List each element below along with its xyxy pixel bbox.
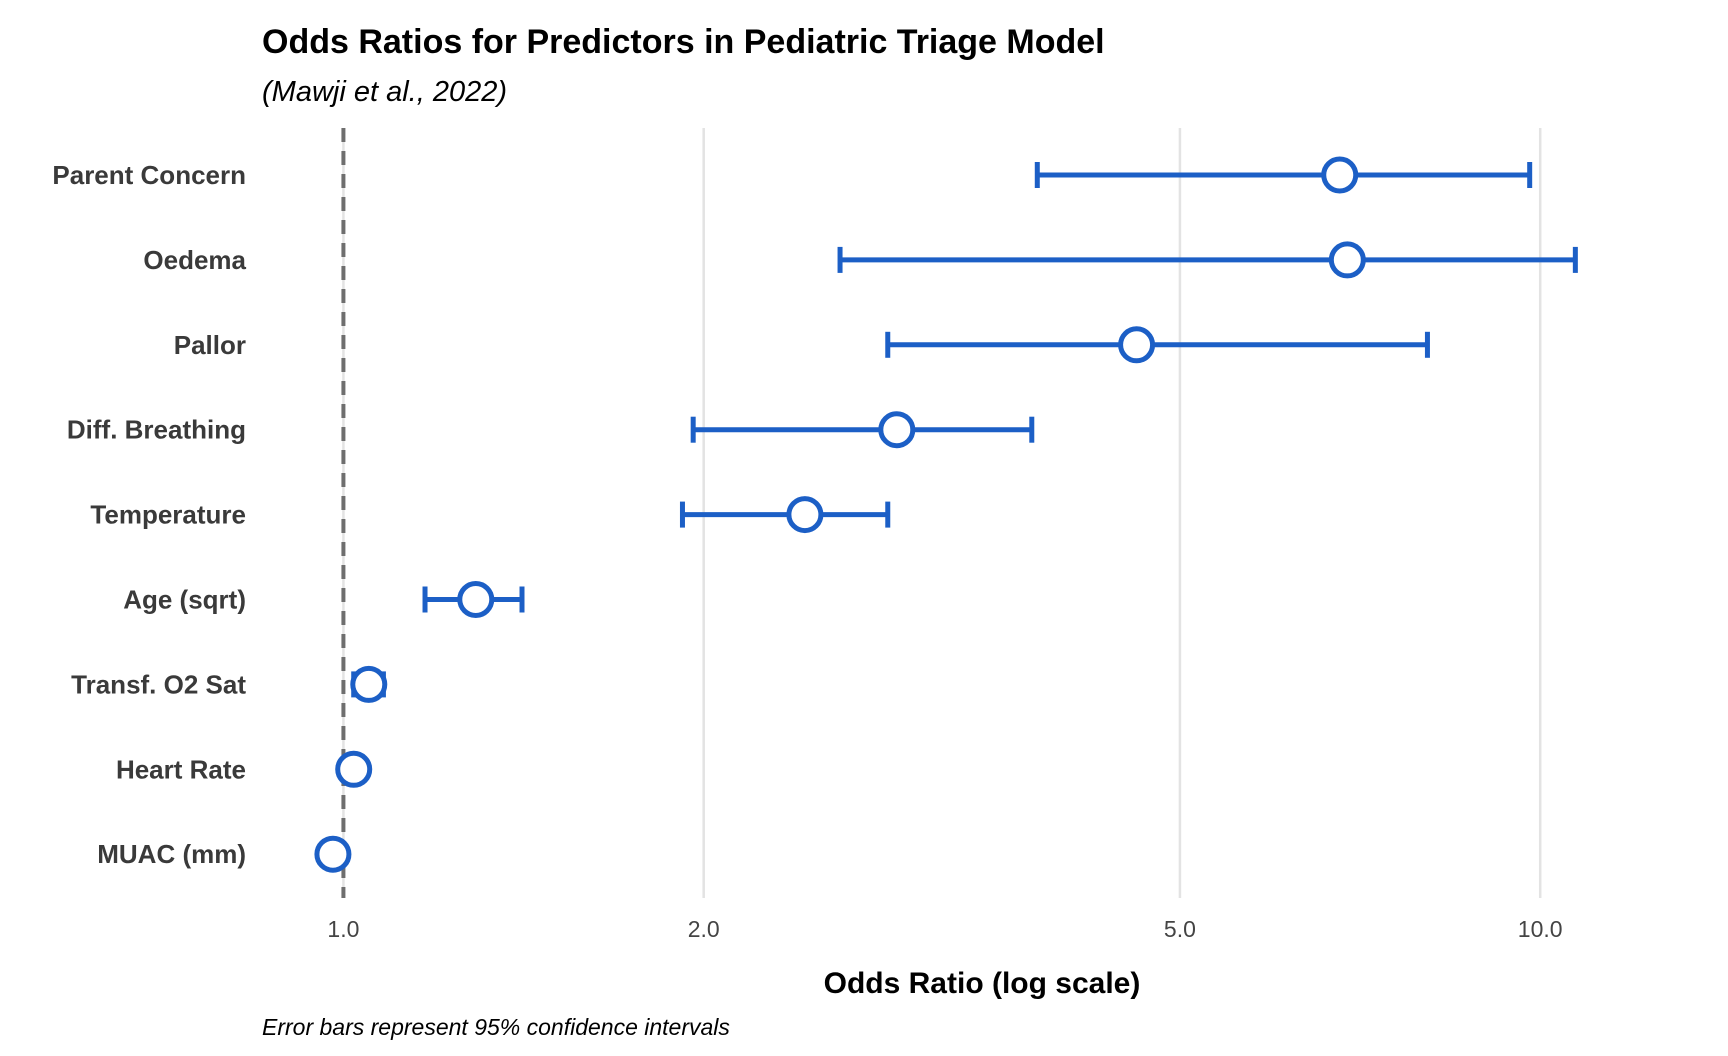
chart-title: Odds Ratios for Predictors in Pediatric … (262, 23, 1105, 61)
odds-ratio-point (1118, 326, 1156, 364)
odds-ratio-point (878, 411, 916, 449)
odds-ratio-point (350, 665, 388, 703)
error-bar (690, 416, 1035, 443)
predictor-label: MUAC (mm) (97, 839, 246, 869)
x-tick-label: 5.0 (1164, 916, 1196, 942)
odds-ratio-point (335, 750, 373, 788)
error-bar (679, 501, 891, 528)
odds-ratio-point (314, 835, 352, 873)
predictor-label: Transf. O2 Sat (71, 669, 246, 699)
odds-ratio-point (457, 581, 495, 618)
x-tick-label: 10.0 (1518, 916, 1563, 942)
error-bar (1034, 162, 1533, 188)
predictor-label: Heart Rate (116, 754, 246, 784)
chart-subtitle: (Mawji et al., 2022) (262, 76, 507, 108)
x-tick-label: 2.0 (688, 916, 720, 942)
odds-ratio-points (314, 156, 1366, 873)
predictor-label: Diff. Breathing (67, 415, 246, 445)
grid-lines (342, 128, 1542, 898)
predictor-label: Parent Concern (52, 160, 246, 190)
predictor-label: Temperature (90, 500, 246, 530)
x-tick-labels: 1.0 2.0 5.0 10.0 (327, 916, 1562, 942)
predictor-label: Pallor (174, 330, 246, 360)
predictor-labels: Parent Concern Oedema Pallor Diff. Breathin… (52, 160, 246, 869)
error-bar (885, 331, 1430, 358)
odds-ratio-point (1328, 241, 1366, 279)
x-axis-title: Odds Ratio (log scale) (824, 967, 1141, 1000)
confidence-intervals (325, 162, 1578, 868)
chart-caption: Error bars represent 95% confidence inte… (262, 1014, 730, 1040)
odds-ratio-point (786, 496, 824, 534)
odds-ratio-point (1321, 156, 1359, 194)
predictor-label: Age (sqrt) (123, 585, 246, 615)
predictor-label: Oedema (143, 245, 246, 275)
error-bar (837, 246, 1578, 273)
x-tick-label: 1.0 (327, 916, 359, 942)
